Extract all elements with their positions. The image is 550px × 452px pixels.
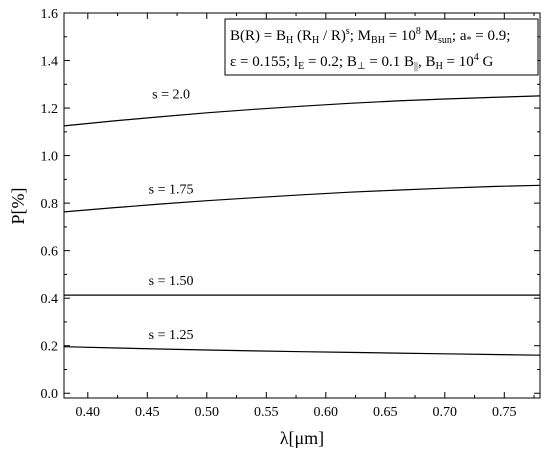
y-tick-label: 1.2 <box>41 102 59 117</box>
y-axis-title: P[%] <box>8 188 28 225</box>
l1-p1: s <box>346 26 350 37</box>
y-tick-label: 1.6 <box>41 7 59 22</box>
series-line-1 <box>63 95 541 127</box>
l1-t4: ; M <box>350 28 371 44</box>
x-tick-label: 0.55 <box>254 405 279 420</box>
l2-t2: = 0.2; B <box>304 54 357 70</box>
l2-t6: G <box>479 54 494 70</box>
legend-line-2: ε = 0.155; lE = 0.2; B⊥ = 0.1 B||, BH = … <box>230 52 494 72</box>
l1-t2: (R <box>293 28 312 44</box>
y-tick-label: 1.0 <box>41 150 59 165</box>
l1-t3: / R) <box>319 28 346 44</box>
y-tick-label: 0.2 <box>41 340 59 355</box>
l2-s4: H <box>436 61 443 72</box>
legend-line-1: B(R) = BH (RH / R)s; MBH = 108 Msun; a* … <box>230 26 510 46</box>
x-tick-label: 0.60 <box>314 405 339 420</box>
l1-t5: = 10 <box>385 28 416 44</box>
y-tick-label: 0.4 <box>41 292 59 307</box>
l2-t3: = 0.1 B <box>366 54 414 70</box>
l2-t1: ε = 0.155; l <box>230 54 298 70</box>
legend-box: B(R) = BH (RH / R)s; MBH = 108 Msun; a* … <box>224 18 539 76</box>
x-tick-label: 0.50 <box>195 405 220 420</box>
series-label-1: s = 2.0 <box>152 88 190 103</box>
x-tick-label: 0.45 <box>135 405 160 420</box>
series-line-2 <box>63 184 541 213</box>
l1-t8: = 0.9; <box>471 28 510 44</box>
l2-s3: || <box>414 61 418 72</box>
l1-s3: BH <box>371 35 385 46</box>
l1-t6: M <box>421 28 438 44</box>
series-label-4: s = 1.25 <box>149 328 194 343</box>
l1-p2: 8 <box>416 26 421 37</box>
l2-t5: = 10 <box>443 54 474 70</box>
l1-t7: ; a <box>452 28 467 44</box>
series-label-2: s = 1.75 <box>149 183 194 198</box>
x-axis-title: λ[μm] <box>280 428 324 448</box>
l2-t4: , B <box>418 54 436 70</box>
l1-s4: sun <box>438 35 452 46</box>
l1-t1: B(R) = B <box>230 28 286 44</box>
x-tick-label: 0.70 <box>433 405 458 420</box>
y-tick-label: 1.4 <box>41 55 59 70</box>
y-tick-label: 0.8 <box>41 197 59 212</box>
ticks: 0.40 0.45 0.50 0.55 0.60 0.65 0.70 0.75 0.0 0.2 0.… <box>41 7 540 420</box>
curves <box>63 95 541 356</box>
l1-s1: H <box>286 35 293 46</box>
x-tick-label: 0.40 <box>76 405 101 420</box>
x-tick-label: 0.65 <box>373 405 398 420</box>
l1-s2: H <box>312 35 319 46</box>
plot-frame <box>63 12 541 399</box>
legend-frame <box>224 18 539 76</box>
x-tick-label: 0.75 <box>492 405 517 420</box>
l2-s1: E <box>298 61 304 72</box>
y-tick-label: 0.6 <box>41 245 59 260</box>
series-label-3: s = 1.50 <box>149 274 194 289</box>
l2-s2: ⊥ <box>357 61 366 72</box>
y-tick-label: 0.0 <box>41 387 59 402</box>
curve-labels: s = 2.0 s = 1.75 s = 1.50 s = 1.25 <box>149 88 194 344</box>
l1-s5: * <box>466 35 471 46</box>
l2-p1: 4 <box>474 52 479 63</box>
series-line-4 <box>63 346 541 356</box>
